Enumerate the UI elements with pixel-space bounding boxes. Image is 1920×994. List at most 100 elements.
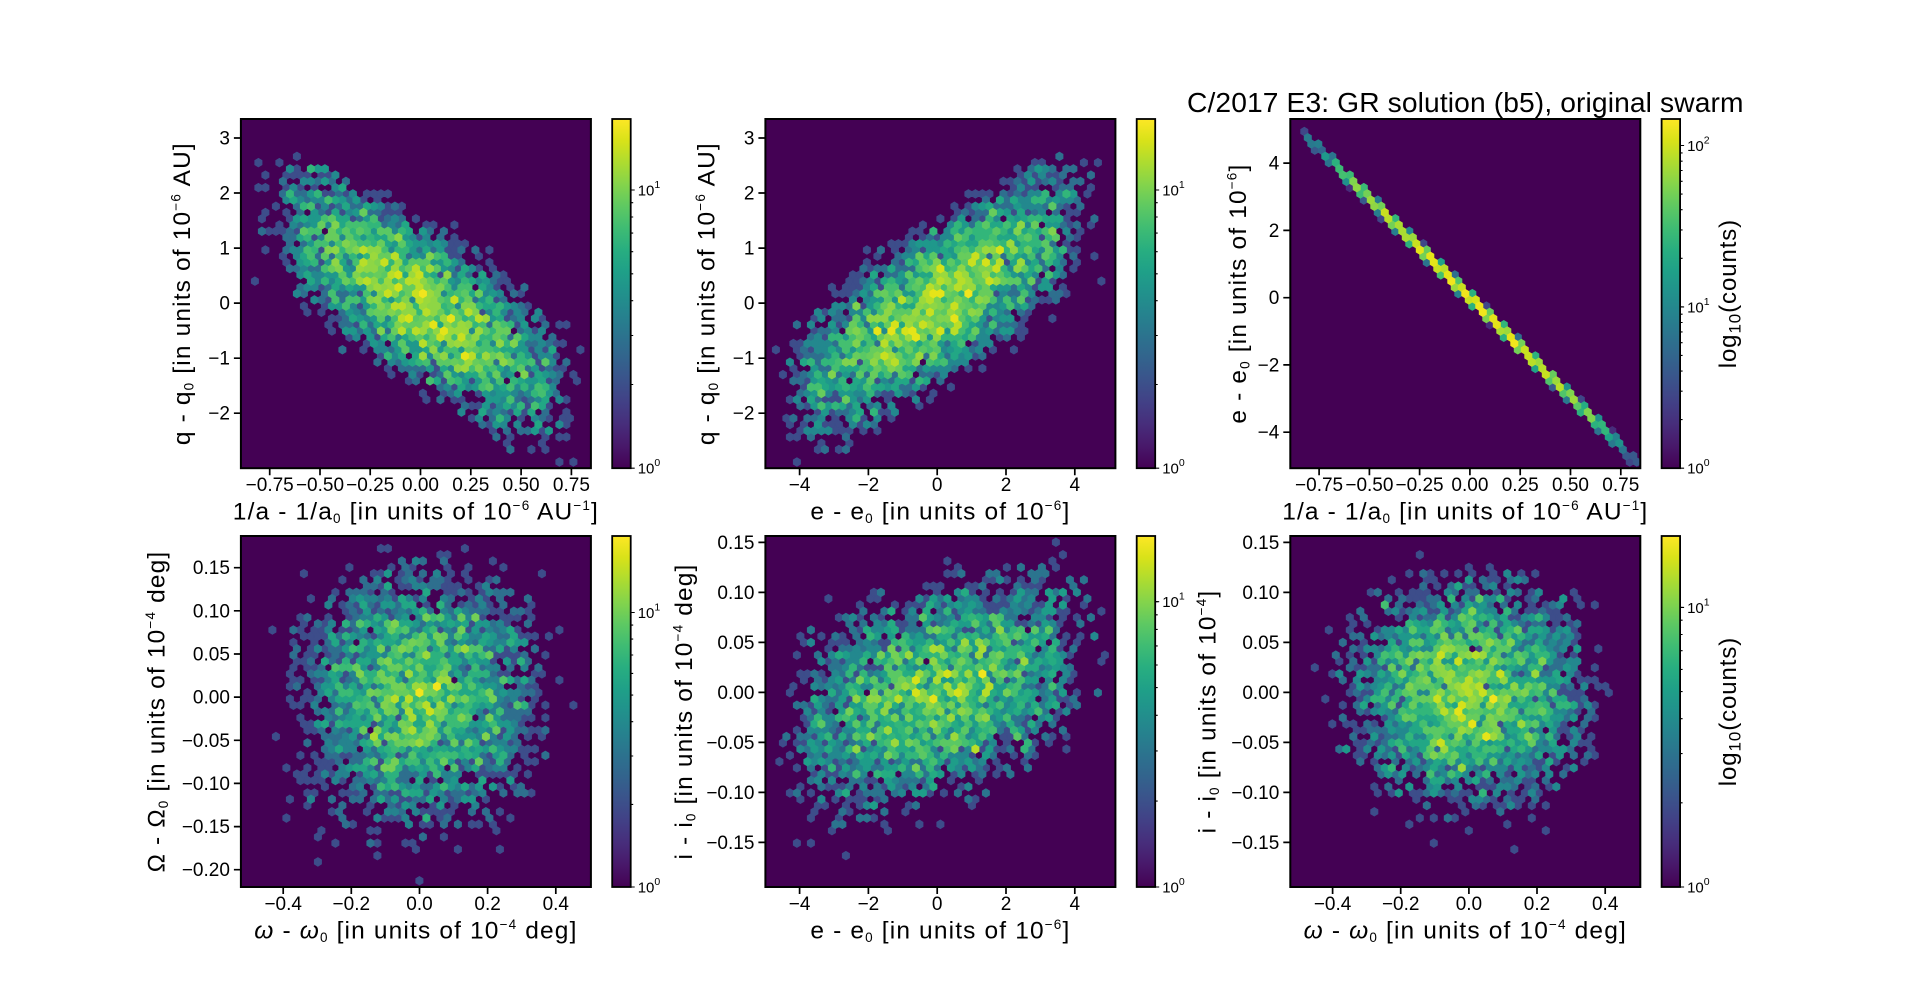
svg-text:0.2: 0.2: [1524, 894, 1550, 915]
svg-text:1: 1: [219, 239, 230, 260]
svg-text:0.0: 0.0: [1456, 894, 1482, 915]
svg-text:−0.2: −0.2: [1382, 894, 1420, 915]
svg-text:0.15: 0.15: [717, 533, 754, 554]
svg-text:−2: −2: [208, 404, 230, 425]
svg-text:0.15: 0.15: [193, 558, 230, 579]
svg-text:0.05: 0.05: [193, 645, 230, 666]
svg-text:4: 4: [1070, 894, 1081, 915]
svg-text:−0.10: −0.10: [706, 783, 754, 804]
svg-text:3: 3: [219, 129, 230, 150]
svg-text:log10(counts): log10(counts): [1715, 637, 1745, 786]
svg-text:101: 101: [1162, 179, 1185, 200]
svg-text:−0.75: −0.75: [246, 475, 294, 496]
svg-text:−4: −4: [1258, 423, 1280, 444]
svg-text:101: 101: [1687, 296, 1710, 317]
svg-text:e - e0 [in units of 10−6]: e - e0 [in units of 10−6]: [1225, 164, 1253, 424]
svg-text:−2: −2: [858, 894, 880, 915]
svg-text:0.75: 0.75: [1602, 475, 1639, 496]
svg-text:−0.15: −0.15: [1231, 833, 1279, 854]
svg-text:i - i0 [in units of 10−4]: i - i0 [in units of 10−4]: [1194, 590, 1222, 834]
svg-text:100: 100: [638, 457, 661, 478]
svg-text:0.00: 0.00: [1451, 475, 1488, 496]
svg-text:0.00: 0.00: [402, 475, 439, 496]
svg-text:0: 0: [219, 294, 230, 315]
svg-text:C/2017 E3: GR solution (b5), o: C/2017 E3: GR solution (b5), original sw…: [1187, 86, 1744, 118]
svg-text:100: 100: [638, 876, 661, 897]
svg-text:0.10: 0.10: [1242, 583, 1279, 604]
svg-text:101: 101: [638, 179, 661, 200]
svg-text:ω - ω0 [in units of 10−4 deg]: ω - ω0 [in units of 10−4 deg]: [254, 917, 577, 945]
svg-text:0.75: 0.75: [553, 475, 590, 496]
svg-text:4: 4: [1269, 154, 1280, 175]
svg-text:0.2: 0.2: [474, 894, 500, 915]
svg-text:−1: −1: [208, 349, 230, 370]
svg-text:2: 2: [219, 184, 230, 205]
svg-text:102: 102: [1687, 135, 1710, 156]
svg-text:2: 2: [1001, 475, 1012, 496]
svg-text:0.25: 0.25: [1502, 475, 1539, 496]
svg-text:2: 2: [1001, 894, 1012, 915]
svg-text:−2: −2: [733, 404, 755, 425]
svg-text:−0.25: −0.25: [1396, 475, 1444, 496]
svg-text:ω - ω0 [in units of 10−4 deg]: ω - ω0 [in units of 10−4 deg]: [1304, 917, 1627, 945]
svg-text:0.00: 0.00: [193, 688, 230, 709]
svg-text:0.00: 0.00: [717, 683, 754, 704]
svg-text:0: 0: [932, 894, 943, 915]
svg-text:i - i0 [in units of 10−4 deg]: i - i0 [in units of 10−4 deg]: [671, 564, 699, 860]
svg-text:−2: −2: [858, 475, 880, 496]
svg-text:q - q0 [in units of 10−6 AU]: q - q0 [in units of 10−6 AU]: [169, 142, 197, 445]
svg-text:0.15: 0.15: [1242, 533, 1279, 554]
svg-text:0.10: 0.10: [193, 601, 230, 622]
svg-text:−0.4: −0.4: [264, 894, 302, 915]
svg-text:−2: −2: [1258, 355, 1280, 376]
svg-text:0: 0: [744, 294, 755, 315]
svg-text:−0.75: −0.75: [1295, 475, 1343, 496]
svg-text:3: 3: [744, 129, 755, 150]
svg-text:101: 101: [1162, 591, 1185, 612]
svg-text:0.25: 0.25: [452, 475, 489, 496]
svg-text:q - q0 [in units of 10−6 AU]: q - q0 [in units of 10−6 AU]: [693, 142, 721, 445]
svg-text:0.50: 0.50: [503, 475, 540, 496]
svg-text:101: 101: [638, 602, 661, 623]
svg-text:−0.15: −0.15: [706, 833, 754, 854]
svg-text:−0.4: −0.4: [1314, 894, 1352, 915]
svg-text:−0.20: −0.20: [182, 860, 230, 881]
svg-text:100: 100: [1687, 457, 1710, 478]
svg-text:0: 0: [1269, 288, 1280, 309]
svg-text:−0.05: −0.05: [706, 733, 754, 754]
svg-text:−0.50: −0.50: [1345, 475, 1393, 496]
svg-text:100: 100: [1687, 876, 1710, 897]
svg-text:−0.05: −0.05: [182, 731, 230, 752]
svg-text:2: 2: [1269, 221, 1280, 242]
svg-text:e - e0 [in units of 10−6]: e - e0 [in units of 10−6]: [810, 917, 1070, 945]
svg-text:−0.10: −0.10: [1231, 783, 1279, 804]
svg-text:100: 100: [1162, 457, 1185, 478]
svg-text:0.0: 0.0: [406, 894, 432, 915]
svg-text:Ω - Ω0 [in units of 10−4 deg]: Ω - Ω0 [in units of 10−4 deg]: [143, 551, 171, 873]
svg-text:2: 2: [744, 184, 755, 205]
svg-text:0.4: 0.4: [1592, 894, 1619, 915]
svg-text:0.00: 0.00: [1242, 683, 1279, 704]
svg-text:0.05: 0.05: [717, 633, 754, 654]
svg-text:−0.10: −0.10: [182, 774, 230, 795]
svg-text:−0.50: −0.50: [296, 475, 344, 496]
svg-text:−1: −1: [733, 349, 755, 370]
svg-text:1/a - 1/a0 [in units of 10−6 A: 1/a - 1/a0 [in units of 10−6 AU−1]: [1282, 498, 1648, 526]
svg-text:0.10: 0.10: [717, 583, 754, 604]
svg-text:100: 100: [1162, 876, 1185, 897]
svg-text:e - e0 [in units of 10−6]: e - e0 [in units of 10−6]: [810, 498, 1070, 526]
svg-text:101: 101: [1687, 596, 1710, 617]
svg-text:1: 1: [744, 239, 755, 260]
svg-text:−0.2: −0.2: [333, 894, 371, 915]
svg-text:−0.15: −0.15: [182, 817, 230, 838]
svg-text:−0.05: −0.05: [1231, 733, 1279, 754]
svg-text:log10(counts): log10(counts): [1715, 219, 1745, 368]
svg-text:−0.25: −0.25: [346, 475, 394, 496]
svg-text:0: 0: [932, 475, 943, 496]
svg-text:4: 4: [1070, 475, 1081, 496]
svg-text:0.50: 0.50: [1552, 475, 1589, 496]
svg-text:0.4: 0.4: [543, 894, 570, 915]
svg-text:1/a - 1/a0 [in units of 10−6 A: 1/a - 1/a0 [in units of 10−6 AU−1]: [233, 498, 599, 526]
svg-text:0.05: 0.05: [1242, 633, 1279, 654]
svg-text:−4: −4: [789, 475, 811, 496]
